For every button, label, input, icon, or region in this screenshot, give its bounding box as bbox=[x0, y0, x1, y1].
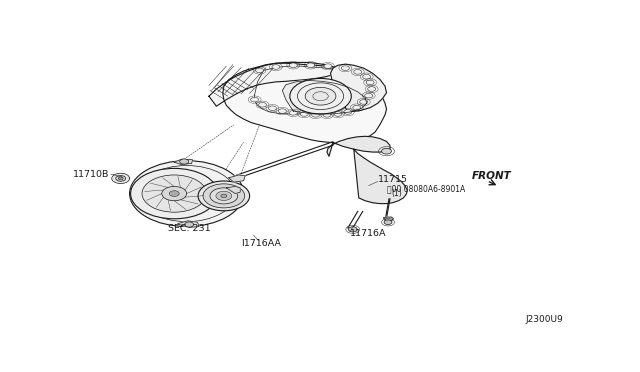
Circle shape bbox=[116, 176, 125, 181]
Circle shape bbox=[272, 65, 280, 69]
Text: Ⓢ00 08080A6-8901A: Ⓢ00 08080A6-8901A bbox=[387, 185, 465, 194]
Circle shape bbox=[384, 220, 392, 225]
Circle shape bbox=[269, 106, 276, 110]
Circle shape bbox=[251, 97, 259, 102]
Circle shape bbox=[142, 175, 207, 212]
Polygon shape bbox=[327, 136, 390, 156]
Circle shape bbox=[323, 112, 331, 117]
Circle shape bbox=[198, 181, 250, 211]
Circle shape bbox=[366, 80, 374, 85]
Polygon shape bbox=[223, 63, 387, 142]
Text: (1): (1) bbox=[392, 189, 402, 198]
Circle shape bbox=[112, 173, 130, 183]
Circle shape bbox=[341, 66, 349, 70]
Circle shape bbox=[129, 161, 244, 227]
Text: J2300U9: J2300U9 bbox=[526, 315, 564, 324]
Polygon shape bbox=[383, 217, 394, 221]
Circle shape bbox=[162, 186, 187, 201]
Polygon shape bbox=[178, 221, 199, 227]
Circle shape bbox=[118, 177, 123, 180]
Text: 11710B: 11710B bbox=[74, 170, 110, 179]
Circle shape bbox=[289, 63, 297, 68]
Circle shape bbox=[203, 184, 244, 208]
Circle shape bbox=[324, 64, 332, 68]
Circle shape bbox=[353, 105, 361, 110]
Circle shape bbox=[307, 63, 315, 68]
Text: I1716AA: I1716AA bbox=[241, 239, 281, 248]
Text: 11716A: 11716A bbox=[350, 229, 387, 238]
Circle shape bbox=[363, 74, 371, 79]
Text: 11715: 11715 bbox=[378, 175, 408, 185]
Circle shape bbox=[210, 188, 237, 204]
Circle shape bbox=[131, 169, 218, 219]
Circle shape bbox=[255, 68, 264, 73]
Circle shape bbox=[344, 110, 352, 114]
Polygon shape bbox=[330, 64, 387, 112]
Circle shape bbox=[216, 191, 232, 201]
Circle shape bbox=[354, 70, 362, 74]
Polygon shape bbox=[282, 80, 367, 114]
Circle shape bbox=[169, 191, 179, 196]
Circle shape bbox=[305, 87, 336, 105]
Polygon shape bbox=[227, 186, 240, 193]
Circle shape bbox=[312, 112, 319, 117]
Polygon shape bbox=[174, 159, 193, 164]
Circle shape bbox=[334, 112, 342, 116]
Circle shape bbox=[367, 87, 376, 92]
Circle shape bbox=[300, 112, 308, 116]
Circle shape bbox=[227, 177, 233, 181]
Circle shape bbox=[289, 110, 297, 115]
Circle shape bbox=[224, 176, 236, 183]
Circle shape bbox=[185, 222, 193, 227]
Circle shape bbox=[221, 194, 227, 198]
Circle shape bbox=[365, 93, 372, 98]
Circle shape bbox=[259, 103, 266, 107]
Circle shape bbox=[360, 100, 368, 104]
Text: FRONT: FRONT bbox=[472, 171, 511, 182]
Circle shape bbox=[290, 78, 351, 114]
Polygon shape bbox=[354, 149, 408, 203]
Circle shape bbox=[348, 227, 357, 232]
Polygon shape bbox=[229, 175, 245, 182]
Text: SEC. 231: SEC. 231 bbox=[168, 224, 211, 233]
Circle shape bbox=[278, 109, 286, 113]
Circle shape bbox=[180, 159, 189, 164]
Polygon shape bbox=[209, 62, 333, 106]
Circle shape bbox=[381, 148, 392, 154]
